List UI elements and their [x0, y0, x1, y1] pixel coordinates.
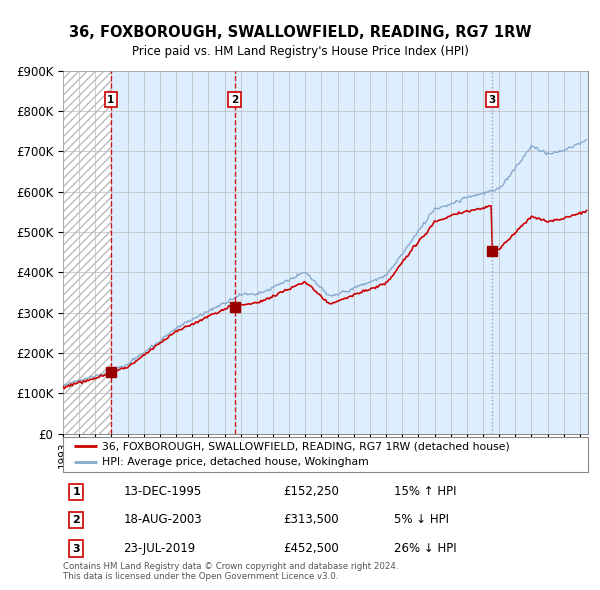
Text: 1: 1 — [72, 487, 80, 497]
Text: 3: 3 — [488, 95, 496, 105]
Text: 36, FOXBOROUGH, SWALLOWFIELD, READING, RG7 1RW (detached house): 36, FOXBOROUGH, SWALLOWFIELD, READING, R… — [103, 441, 510, 451]
Text: Contains HM Land Registry data © Crown copyright and database right 2024.
This d: Contains HM Land Registry data © Crown c… — [63, 562, 398, 581]
Text: £452,500: £452,500 — [284, 542, 339, 555]
Text: 36, FOXBOROUGH, SWALLOWFIELD, READING, RG7 1RW: 36, FOXBOROUGH, SWALLOWFIELD, READING, R… — [69, 25, 531, 40]
Text: £152,250: £152,250 — [284, 486, 340, 499]
Text: Price paid vs. HM Land Registry's House Price Index (HPI): Price paid vs. HM Land Registry's House … — [131, 45, 469, 58]
Text: 18-AUG-2003: 18-AUG-2003 — [124, 513, 202, 526]
Text: 13-DEC-1995: 13-DEC-1995 — [124, 486, 202, 499]
Text: 5% ↓ HPI: 5% ↓ HPI — [394, 513, 449, 526]
Text: 23-JUL-2019: 23-JUL-2019 — [124, 542, 196, 555]
Text: 2: 2 — [72, 515, 80, 525]
Text: £313,500: £313,500 — [284, 513, 339, 526]
Text: 2: 2 — [231, 95, 238, 105]
Text: 15% ↑ HPI: 15% ↑ HPI — [394, 486, 456, 499]
Text: 1: 1 — [107, 95, 115, 105]
Text: 26% ↓ HPI: 26% ↓ HPI — [394, 542, 457, 555]
Text: 3: 3 — [73, 543, 80, 553]
Text: HPI: Average price, detached house, Wokingham: HPI: Average price, detached house, Woki… — [103, 457, 369, 467]
